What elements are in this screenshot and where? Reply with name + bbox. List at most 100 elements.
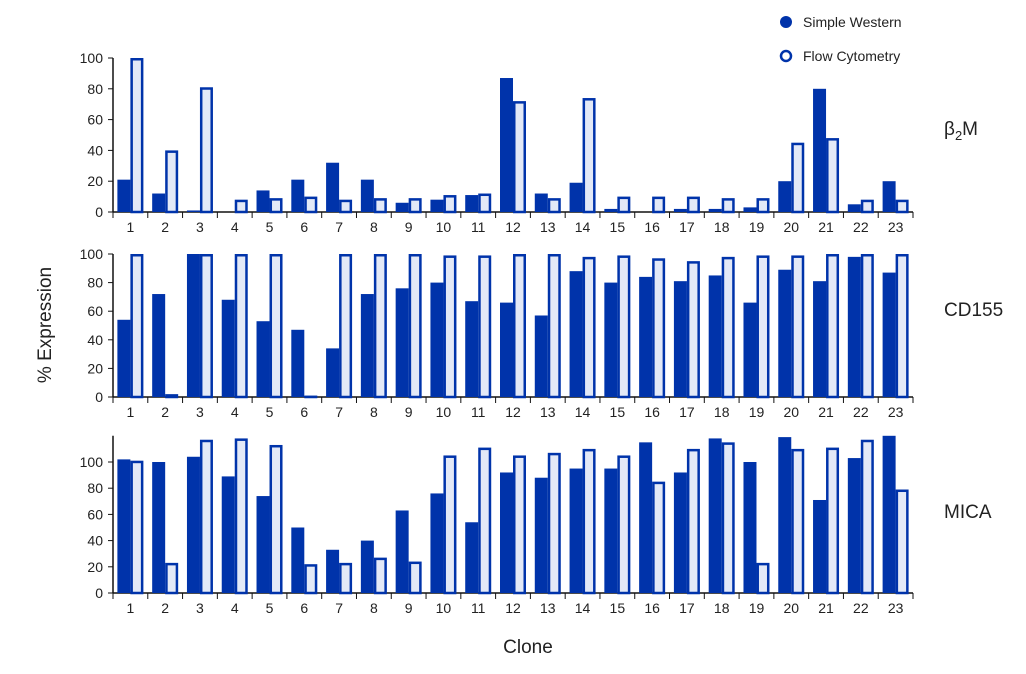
x-tick-label: 19 bbox=[749, 219, 765, 235]
legend: Simple Western Flow Cytometry bbox=[780, 14, 902, 64]
bar-flow-cytometry bbox=[514, 457, 525, 593]
y-tick-label: 80 bbox=[87, 480, 103, 496]
x-axis-label: Clone bbox=[503, 637, 553, 658]
bar-flow-cytometry bbox=[166, 395, 177, 397]
bar-flow-cytometry bbox=[306, 565, 317, 593]
bar-flow-cytometry bbox=[584, 450, 595, 593]
bar-flow-cytometry bbox=[410, 255, 421, 397]
bar-simple-western bbox=[222, 476, 235, 593]
x-tick-label: 8 bbox=[370, 404, 378, 420]
bar-flow-cytometry bbox=[236, 440, 247, 593]
bar-simple-western bbox=[535, 315, 548, 397]
bar-flow-cytometry bbox=[653, 198, 664, 212]
y-tick-label: 40 bbox=[87, 142, 103, 158]
bar-simple-western bbox=[778, 181, 791, 212]
y-tick-label: 60 bbox=[87, 112, 103, 128]
x-tick-label: 10 bbox=[436, 404, 452, 420]
x-tick-label: 4 bbox=[231, 600, 239, 616]
bar-simple-western bbox=[813, 281, 826, 397]
bar-flow-cytometry bbox=[688, 198, 699, 212]
bar-simple-western bbox=[222, 300, 235, 397]
bar-simple-western bbox=[709, 209, 722, 212]
x-tick-label: 11 bbox=[471, 600, 486, 616]
bar-simple-western bbox=[152, 294, 165, 397]
x-tick-label: 5 bbox=[266, 600, 274, 616]
x-tick-label: 18 bbox=[714, 404, 730, 420]
x-tick-label: 3 bbox=[196, 219, 204, 235]
x-tick-label: 6 bbox=[300, 600, 308, 616]
x-tick-label: 12 bbox=[505, 219, 521, 235]
x-tick-label: 15 bbox=[610, 404, 626, 420]
bar-flow-cytometry bbox=[549, 199, 560, 212]
x-tick-label: 9 bbox=[405, 404, 413, 420]
bar-flow-cytometry bbox=[619, 257, 630, 397]
x-tick-label: 14 bbox=[575, 404, 591, 420]
x-tick-label: 11 bbox=[471, 219, 486, 235]
x-tick-label: 17 bbox=[679, 600, 695, 616]
bar-flow-cytometry bbox=[271, 199, 282, 212]
x-tick-label: 1 bbox=[126, 219, 134, 235]
bar-flow-cytometry bbox=[340, 201, 351, 212]
bar-simple-western bbox=[430, 493, 443, 593]
bar-simple-western bbox=[396, 203, 409, 212]
bar-flow-cytometry bbox=[653, 483, 664, 593]
bar-simple-western bbox=[604, 209, 617, 212]
bar-simple-western bbox=[465, 301, 478, 397]
bar-flow-cytometry bbox=[375, 199, 386, 212]
bar-simple-western bbox=[430, 200, 443, 212]
x-tick-label: 21 bbox=[818, 600, 834, 616]
x-tick-label: 13 bbox=[540, 600, 556, 616]
bar-simple-western bbox=[396, 510, 409, 593]
x-tick-label: 16 bbox=[644, 404, 660, 420]
bar-flow-cytometry bbox=[340, 564, 351, 593]
bar-flow-cytometry bbox=[688, 450, 699, 593]
panel-label: β2M bbox=[944, 119, 978, 143]
x-tick-label: 5 bbox=[266, 404, 274, 420]
x-tick-label: 3 bbox=[196, 600, 204, 616]
bar-simple-western bbox=[187, 254, 200, 397]
legend-marker-flow-cytometry bbox=[781, 51, 791, 61]
bar-flow-cytometry bbox=[375, 559, 386, 593]
bar-flow-cytometry bbox=[236, 255, 247, 397]
x-tick-label: 9 bbox=[405, 219, 413, 235]
bar-simple-western bbox=[709, 438, 722, 593]
bar-flow-cytometry bbox=[132, 462, 143, 593]
x-tick-label: 4 bbox=[231, 404, 239, 420]
x-tick-label: 20 bbox=[783, 600, 799, 616]
bar-flow-cytometry bbox=[201, 255, 212, 397]
panel-label: CD155 bbox=[944, 300, 1003, 321]
bar-simple-western bbox=[570, 469, 583, 593]
bar-flow-cytometry bbox=[758, 257, 769, 397]
y-tick-label: 80 bbox=[87, 275, 103, 291]
x-tick-label: 7 bbox=[335, 404, 343, 420]
bar-simple-western bbox=[639, 277, 652, 397]
y-tick-label: 20 bbox=[87, 360, 103, 376]
bar-flow-cytometry bbox=[827, 449, 838, 593]
bar-simple-western bbox=[743, 462, 756, 593]
bar-flow-cytometry bbox=[479, 195, 490, 212]
bar-simple-western bbox=[674, 209, 687, 212]
bar-simple-western bbox=[396, 288, 409, 397]
x-tick-label: 23 bbox=[888, 600, 904, 616]
bar-simple-western bbox=[604, 283, 617, 397]
x-tick-label: 15 bbox=[610, 219, 626, 235]
bar-simple-western bbox=[848, 257, 861, 397]
bar-flow-cytometry bbox=[862, 255, 873, 397]
x-tick-label: 15 bbox=[610, 600, 626, 616]
x-tick-label: 11 bbox=[471, 404, 486, 420]
bar-simple-western bbox=[883, 273, 896, 397]
bar-flow-cytometry bbox=[688, 262, 699, 397]
bar-simple-western bbox=[883, 181, 896, 212]
bar-flow-cytometry bbox=[793, 144, 804, 212]
bar-flow-cytometry bbox=[166, 152, 177, 212]
x-tick-label: 4 bbox=[231, 219, 239, 235]
bar-flow-cytometry bbox=[549, 454, 560, 593]
bar-simple-western bbox=[813, 500, 826, 593]
y-tick-label: 40 bbox=[87, 533, 103, 549]
bar-flow-cytometry bbox=[584, 258, 595, 397]
bar-flow-cytometry bbox=[445, 196, 456, 212]
